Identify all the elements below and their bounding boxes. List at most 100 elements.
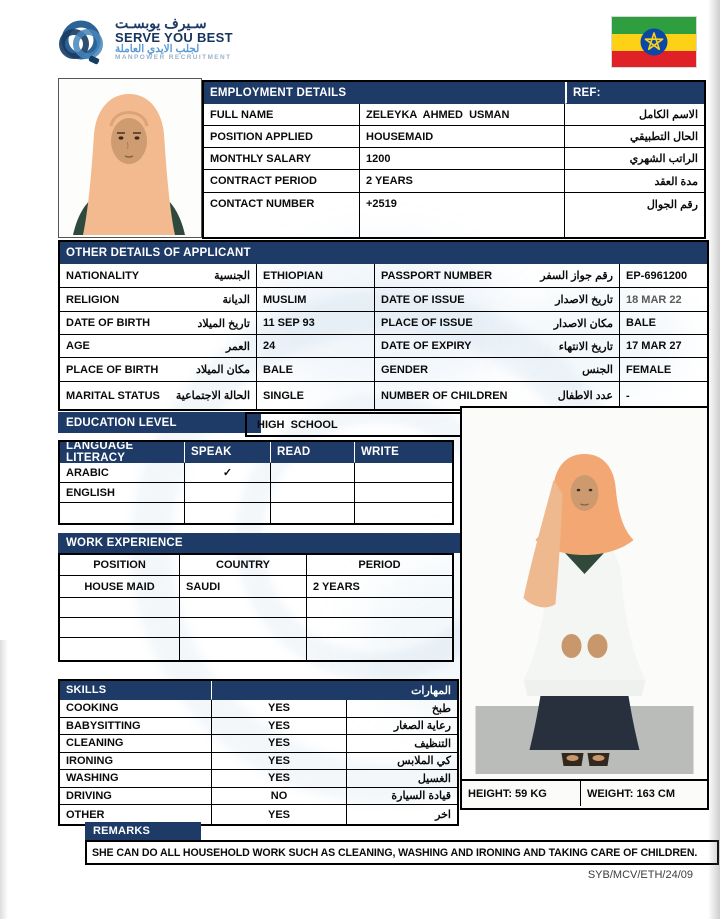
position-applied-value: HOUSEMAID	[360, 126, 565, 148]
gender-label: GENDER الجنس	[375, 358, 620, 382]
speak-header: SPEAK	[185, 442, 271, 463]
place-of-birth-label: PLACE OF BIRTH مكان الميلاد	[60, 358, 257, 382]
experience-empty-cell	[180, 618, 307, 638]
arabic-read-cell	[271, 463, 355, 483]
passport-number-label: PASSPORT NUMBER رقم جواز السفر	[375, 264, 620, 288]
cleaning-label: CLEANING	[60, 735, 212, 753]
scan-edge-shadow	[708, 0, 720, 919]
experience-empty-cell	[307, 598, 452, 618]
contract-period-label: CONTRACT PERIOD	[204, 170, 360, 193]
applicant-portrait-photo	[58, 78, 202, 238]
nationality-label: NATIONALITY الجنسية	[60, 264, 257, 288]
cooking-value: YES	[212, 700, 347, 718]
english-write-cell	[355, 483, 452, 503]
empty-read-cell	[271, 503, 355, 523]
religion-label: RELIGION الديانة	[60, 288, 257, 312]
employment-details-table: EMPLOYMENT DETAILS REF: FULL NAME ZELEYK…	[202, 80, 706, 239]
full-name-value: ZELEYKA AHMED USMAN	[360, 104, 565, 126]
agency-name: SERVE YOU BEST	[115, 29, 233, 45]
experience-period-value: 2 YEARS	[307, 576, 452, 598]
work-experience-table: POSITION COUNTRY PERIOD HOUSE MAID SAUDI…	[58, 553, 454, 662]
date-of-birth-label: DATE OF BIRTH تاريخ الميلاد	[60, 312, 257, 335]
other-skill-value: YES	[212, 805, 347, 824]
driving-value: NO	[212, 787, 347, 805]
other-skill-label: OTHER	[60, 805, 212, 824]
language-english-label: ENGLISH	[60, 483, 185, 503]
other-details-table: OTHER DETAILS OF APPLICANT NATIONALITY ال…	[58, 240, 709, 411]
experience-empty-cell	[307, 638, 452, 660]
applicant-fullbody-photo: HEIGHT: 59 KG WEIGHT: 163 CM	[460, 406, 709, 810]
position-applied-label: POSITION APPLIED	[204, 126, 360, 148]
height-weight-row: HEIGHT: 59 KG WEIGHT: 163 CM	[462, 779, 707, 806]
document-reference-code: SYB/MCV/ETH/24/09	[587, 869, 693, 881]
other-skill-arabic: اخر	[435, 809, 451, 821]
date-of-issue-value: 18 MAR 22	[620, 288, 707, 312]
other-details-header: OTHER DETAILS OF APPLICANT	[60, 242, 707, 264]
gender-value: FEMALE	[620, 358, 707, 382]
empty-write-cell	[355, 503, 452, 523]
arabic-speak-checkmark-icon: ✓	[185, 463, 271, 483]
education-level-header: EDUCATION LEVEL	[58, 412, 261, 433]
date-of-expiry-value: 17 MAR 27	[620, 335, 707, 358]
date-of-expiry-label: DATE OF EXPIRY تاريخ الانتهاء	[375, 335, 620, 358]
agency-tagline-arabic: لجلب الايدي العاملة	[115, 43, 200, 56]
language-literacy-header: LANGUAGE LITERACY	[60, 442, 185, 463]
skills-header-arabic: المهارات	[347, 681, 457, 700]
remarks-header: REMARKS	[85, 822, 201, 840]
contract-period-arabic: مدة العقد	[565, 170, 704, 193]
employment-details-header: EMPLOYMENT DETAILS	[204, 82, 565, 104]
experience-empty-cell	[60, 618, 180, 638]
babysitting-arabic: رعاية الصغار	[347, 718, 457, 735]
skills-header: SKILLS	[60, 681, 212, 700]
work-experience-header: WORK EXPERIENCE	[58, 533, 466, 553]
ethiopia-flag-icon	[612, 17, 696, 67]
age-value: 24	[257, 335, 375, 358]
cleaning-arabic: التنظيف	[347, 735, 457, 753]
agency-logo-text: سـيرف يوبسـت SERVE YOU BEST لجلب الايدي …	[115, 16, 233, 70]
place-of-issue-label: PLACE OF ISSUE مكان الاصدار	[375, 312, 620, 335]
position-header: POSITION	[60, 555, 180, 576]
full-name-label: FULL NAME	[204, 104, 360, 126]
date-of-birth-value: 11 SEP 93	[257, 312, 375, 335]
monthly-salary-value: 1200	[360, 148, 565, 170]
passport-number-value: EP-6961200	[620, 264, 707, 288]
contact-number-arabic: رقم الجوال	[646, 199, 698, 211]
agency-tagline: MANPOWER RECRUITMENT	[115, 54, 232, 62]
babysitting-value: YES	[212, 717, 347, 735]
experience-empty-cell	[60, 598, 180, 618]
experience-empty-cell	[307, 618, 452, 638]
ref-header: REF:	[565, 82, 704, 104]
language-literacy-table: LANGUAGE LITERACY SPEAK READ WRITE ARABI…	[58, 440, 454, 525]
education-level-value: HIGH SCHOOL	[245, 412, 474, 437]
contact-number-value: +2519	[360, 193, 565, 237]
portrait-illustration	[59, 79, 199, 235]
contact-number-label: CONTACT NUMBER	[204, 193, 360, 237]
cooking-label: COOKING	[60, 700, 212, 718]
ironing-label: IRONING	[60, 752, 212, 770]
empty-speak-cell	[185, 503, 271, 523]
agency-logo: سـيرف يوبسـت SERVE YOU BEST لجلب الايدي …	[55, 16, 233, 70]
agency-name-arabic: سـيرف يوبسـت	[115, 15, 207, 31]
cooking-arabic: طبخ	[347, 700, 457, 718]
weight-value: WEIGHT: 163 CM	[587, 787, 676, 800]
arabic-write-cell	[355, 463, 452, 483]
place-of-birth-value: BALE	[257, 358, 375, 382]
english-speak-cell	[185, 483, 271, 503]
washing-value: YES	[212, 770, 347, 788]
nationality-value: ETHIOPIAN	[257, 264, 375, 288]
experience-empty-cell	[60, 638, 180, 660]
age-label: AGE العمر	[60, 335, 257, 358]
english-read-cell	[271, 483, 355, 503]
monthly-salary-label: MONTHLY SALARY	[204, 148, 360, 170]
experience-position-value: HOUSE MAID	[60, 576, 180, 598]
ironing-arabic: كي الملابس	[347, 753, 457, 770]
washing-label: WASHING	[60, 770, 212, 788]
cleaning-value: YES	[212, 735, 347, 753]
scan-edge-shadow	[0, 640, 8, 919]
logo-knot-icon	[59, 20, 103, 65]
skills-header-spacer	[212, 681, 347, 700]
position-applied-arabic: الحال التطبيقي	[565, 126, 704, 148]
contract-period-value: 2 YEARS	[360, 170, 565, 193]
experience-country-value: SAUDI	[180, 576, 307, 598]
